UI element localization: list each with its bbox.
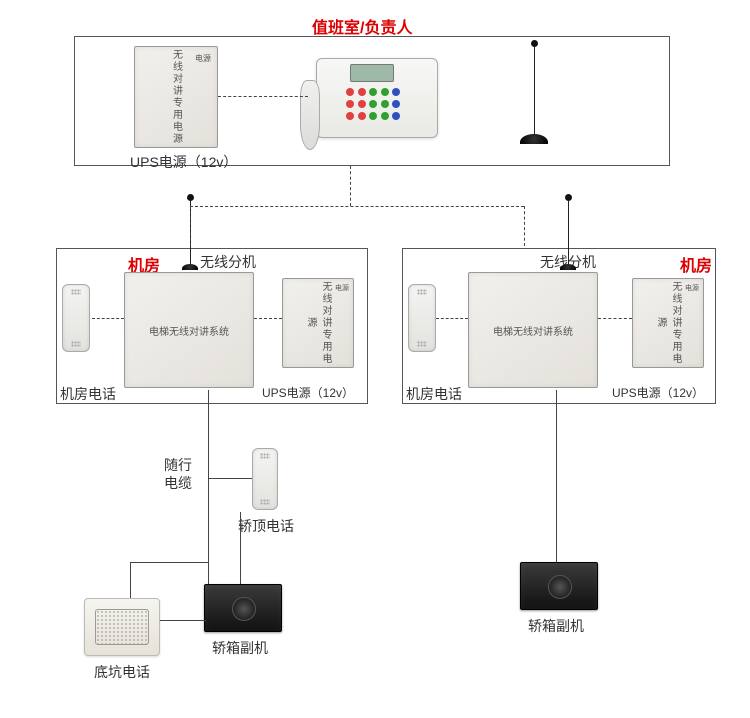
conn-solid <box>208 390 209 584</box>
keypad-dot <box>369 100 377 108</box>
keypad-dot <box>381 112 389 120</box>
car-sub-right <box>520 562 598 610</box>
keypad-dot <box>381 88 389 96</box>
ups-right-label: UPS电源（12v） <box>612 384 704 401</box>
conn-dash <box>524 206 525 246</box>
keypad-dot <box>358 100 366 108</box>
keypad-dot <box>392 100 400 108</box>
ups-left-small: 电源 <box>335 283 349 293</box>
ups-box-small: 电源 <box>195 53 211 64</box>
antenna-top-stem <box>534 46 535 138</box>
ups-power-box-top: 无线对讲专用电源 电源 <box>134 46 218 148</box>
keypad-dot <box>369 88 377 96</box>
antenna-left-base <box>182 264 198 270</box>
conn-dash <box>436 318 468 319</box>
conn-dash <box>254 318 282 319</box>
ups-left: 无线对讲专用电源 电源 <box>282 278 354 368</box>
conn-dash <box>92 318 124 319</box>
ups-left-label: UPS电源（12v） <box>262 384 354 401</box>
ups-right: 无线对讲专用电源 电源 <box>632 278 704 368</box>
room-phone-right-label: 机房电话 <box>406 384 462 404</box>
conn-dash <box>190 206 524 207</box>
car-sub-right-label: 轿箱副机 <box>528 616 584 636</box>
conn-solid <box>160 620 206 621</box>
conn-dash <box>350 166 351 206</box>
conn-solid <box>130 562 131 598</box>
wireless-ext-left: 电梯无线对讲系统 <box>124 272 254 388</box>
pit-phone-label: 底坑电话 <box>94 662 150 682</box>
conn-dash <box>190 206 191 246</box>
keypad-dot <box>392 88 400 96</box>
conn-solid <box>130 562 208 563</box>
keypad-dot <box>369 112 377 120</box>
ups-top-label: UPS电源（12v） <box>130 152 237 172</box>
left-ext-title: 无线分机 <box>200 252 256 272</box>
room-phone-right <box>408 284 436 352</box>
ext-right-text: 电梯无线对讲系统 <box>493 323 573 338</box>
conn-solid <box>208 478 252 479</box>
travel-cable-label: 随行 电缆 <box>164 456 192 492</box>
car-top-phone <box>252 448 278 510</box>
conn-solid <box>240 512 241 584</box>
keypad-dot <box>358 88 366 96</box>
duty-room-title: 值班室/负责人 <box>312 14 412 38</box>
ups-right-small: 电源 <box>685 283 699 293</box>
car-top-phone-label: 轿顶电话 <box>238 516 294 536</box>
keypad-dot <box>392 112 400 120</box>
right-room-red: 机房 <box>680 252 712 276</box>
ups-box-vtext: 无线对讲专用电源 <box>169 49 184 145</box>
car-sub-left <box>204 584 282 632</box>
conn-solid <box>556 390 557 562</box>
wireless-ext-right: 电梯无线对讲系统 <box>468 272 598 388</box>
antenna-top-base <box>520 134 548 144</box>
room-phone-left <box>62 284 90 352</box>
host-keypad <box>346 88 402 122</box>
antenna-right-base <box>560 264 576 270</box>
keypad-dot <box>346 88 354 96</box>
keypad-dot <box>346 100 354 108</box>
conn-dash <box>598 318 632 319</box>
ups-left-vtext: 无线对讲专用电源 <box>303 279 333 367</box>
ext-left-text: 电梯无线对讲系统 <box>149 323 229 338</box>
pit-speaker <box>84 598 160 656</box>
ups-right-vtext: 无线对讲专用电源 <box>653 279 683 367</box>
conn-dash <box>218 96 308 97</box>
antenna-right-stem <box>568 200 569 266</box>
keypad-dot <box>346 112 354 120</box>
room-phone-left-label: 机房电话 <box>60 384 116 404</box>
keypad-dot <box>381 100 389 108</box>
handset-icon <box>300 80 320 150</box>
keypad-dot <box>358 112 366 120</box>
host-screen <box>350 64 394 82</box>
car-sub-left-label: 轿箱副机 <box>212 638 268 658</box>
